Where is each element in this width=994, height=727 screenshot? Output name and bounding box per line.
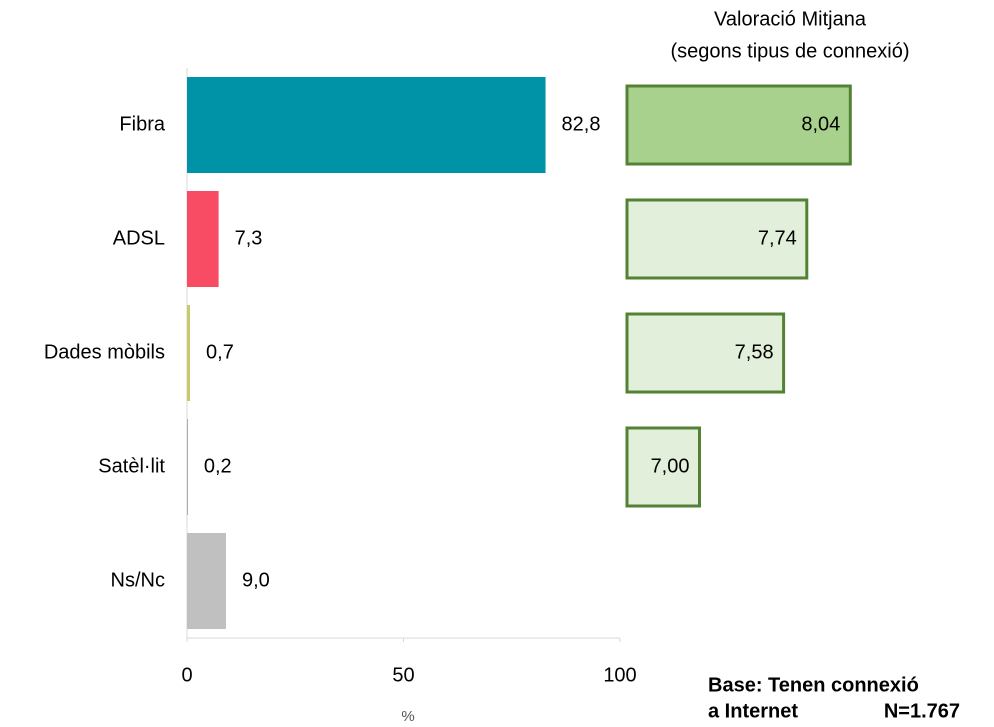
category-label: Ns/Nc (111, 569, 165, 591)
chart-subtitle: (segons tipus de connexió) (670, 40, 909, 62)
value-label: 7,3 (235, 227, 263, 249)
value-label: 0,7 (206, 341, 234, 363)
chart-title: Valoració Mitjana (714, 8, 867, 30)
x-axis-label: % (401, 708, 414, 725)
footnote: a Internet (708, 700, 798, 722)
bar (187, 191, 219, 287)
category-label: Fibra (119, 113, 165, 135)
bar (625, 84, 852, 166)
category-label: ADSL (113, 227, 165, 249)
x-tick-label: 100 (603, 664, 636, 686)
bar (625, 312, 786, 394)
bar (187, 533, 226, 629)
footnote: N=1.767 (884, 700, 960, 722)
bar (625, 198, 809, 280)
bar (187, 305, 191, 401)
value-label: 7,74 (758, 227, 797, 249)
value-label: 0,2 (204, 455, 232, 477)
value-label: 9,0 (242, 569, 270, 591)
value-label: 7,00 (651, 455, 690, 477)
bar (187, 77, 546, 173)
category-label: Dades mòbils (44, 341, 165, 363)
footnote: Base: Tenen connexió (708, 674, 919, 696)
x-tick-label: 50 (392, 664, 414, 686)
bar (625, 426, 701, 508)
x-tick-label: 0 (181, 664, 192, 686)
value-label: 82,8 (562, 113, 601, 135)
value-label: 7,58 (735, 341, 774, 363)
category-label: Satèl·lit (98, 455, 165, 477)
bar (187, 419, 188, 515)
value-label: 8,04 (801, 113, 840, 135)
